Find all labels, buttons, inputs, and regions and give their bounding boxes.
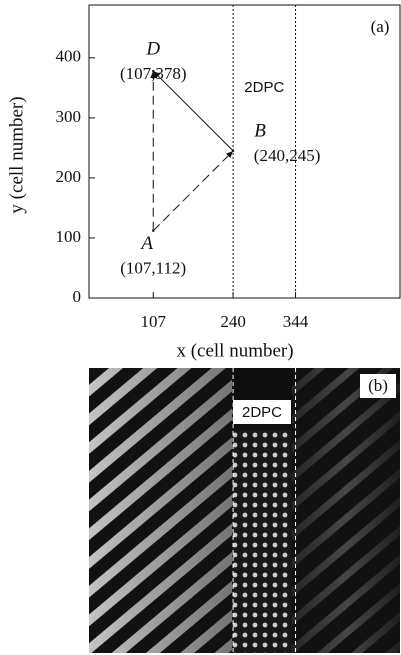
field-crystal (232, 430, 292, 653)
point-name: B (254, 120, 266, 141)
point-name: A (139, 233, 153, 254)
field-right-shade (292, 368, 400, 653)
point-name: D (145, 38, 160, 59)
panel-label: (b) (368, 376, 388, 395)
plot-frame (88, 4, 401, 299)
region-label: 2DPC (242, 404, 282, 421)
region-label: 2DPC (244, 79, 284, 96)
path-segment (152, 150, 234, 232)
x-tick-label: 107 (140, 312, 166, 331)
x-tick-label: 344 (283, 312, 309, 331)
label-box (233, 400, 291, 424)
label-box (360, 374, 396, 398)
y-tick-label: 0 (73, 287, 82, 306)
panel-b: (b) 2DPC (89, 368, 400, 653)
x-axis-label: x (cell number) (176, 340, 293, 361)
point-label: (107,378) (120, 64, 187, 83)
y-axis-label: y (cell number) (6, 96, 27, 213)
point (231, 149, 235, 153)
field-shade (89, 368, 232, 653)
y-tick-label: 400 (56, 47, 82, 66)
y-tick-label: 100 (56, 227, 82, 246)
y-tick-label: 300 (56, 107, 82, 126)
point-label: (107,112) (120, 259, 186, 278)
point-label: (240,245) (254, 146, 321, 165)
point (152, 229, 155, 232)
panel-label: (a) (371, 17, 390, 36)
point (152, 69, 155, 73)
x-tick-label: 240 (220, 312, 246, 331)
panel-a: (a) x (cell number) y (cell number) 0 100… (6, 4, 401, 361)
path-segment (152, 70, 234, 152)
y-tick-label: 200 (56, 167, 82, 186)
